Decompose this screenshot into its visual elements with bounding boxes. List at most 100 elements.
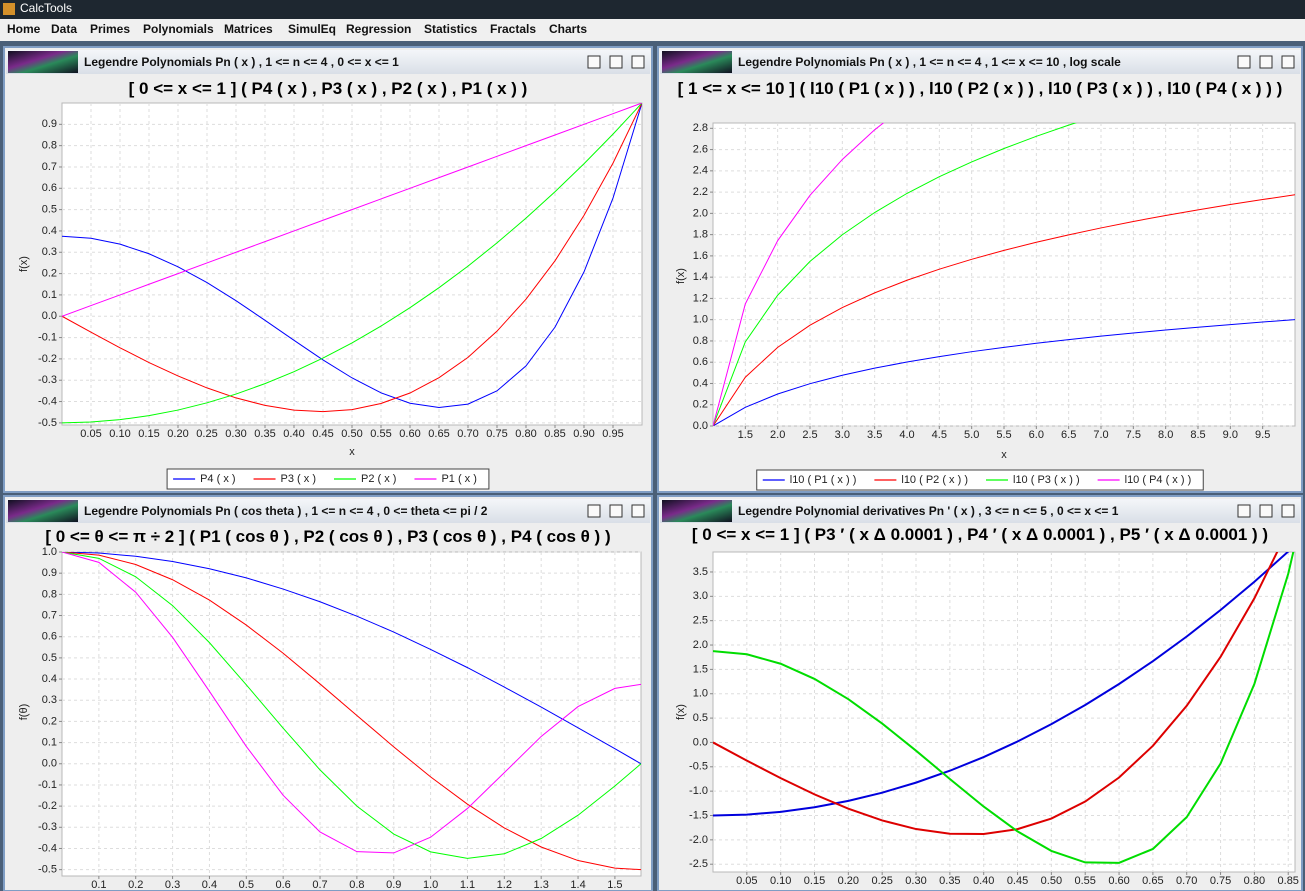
menu-item[interactable]: Polynomials [143,22,214,36]
y-axis-label: f(θ) [18,704,30,721]
menu-item[interactable]: Charts [549,22,587,36]
y-tick-label: -1.5 [689,809,708,821]
y-tick-label: 1.5 [693,663,708,675]
x-tick-label: 4.0 [899,429,914,441]
y-tick-label: 1.2 [693,292,708,304]
x-tick-label: 5.0 [964,429,979,441]
x-tick-label: 0.30 [225,428,246,440]
x-tick-label: 0.75 [1210,875,1231,887]
y-axis-label: f(x) [675,268,687,284]
y-tick-label: -0.2 [38,800,57,812]
maximize-button[interactable] [1259,504,1273,518]
menu-item[interactable]: SimulEq [288,22,336,36]
y-tick-label: 2.4 [693,165,708,177]
series-line [713,123,885,426]
x-tick-label: 9.0 [1223,429,1238,441]
y-tick-label: 0.4 [693,377,708,389]
y-tick-label: 0.2 [42,715,57,727]
menu-item[interactable]: Primes [90,22,130,36]
x-tick-label: 3.0 [835,429,850,441]
x-tick-label: 0.20 [167,428,188,440]
menu-bar [0,19,1305,41]
x-tick-label: 8.0 [1158,429,1173,441]
y-tick-label: 1.0 [693,314,708,326]
x-tick-label: 0.3 [165,879,180,891]
y-tick-label: 0.6 [42,631,57,643]
close-button[interactable] [1281,504,1295,518]
menu-item[interactable]: Regression [346,22,411,36]
y-tick-label: 2.2 [693,186,708,198]
series-line [62,552,641,859]
x-tick-label: 0.45 [312,428,333,440]
minimize-button[interactable] [587,55,601,69]
y-tick-label: 0.4 [42,673,57,685]
legend: P4 ( x ) P3 ( x ) P2 ( x ) P1 ( x ) [166,468,490,490]
y-tick-label: 3.5 [693,566,708,578]
y-tick-label: 1.4 [693,271,708,283]
y-tick-label: -0.5 [689,761,708,773]
x-tick-label: 0.70 [1176,875,1197,887]
series-line [62,103,642,317]
x-tick-label: 0.6 [276,879,291,891]
menu-item[interactable]: Data [51,22,77,36]
x-tick-label: 5.5 [996,429,1011,441]
x-tick-label: 1.1 [460,879,475,891]
frame-thumbnail [662,51,732,73]
y-tick-label: 2.6 [693,143,708,155]
close-button[interactable] [1281,55,1295,69]
minimize-button[interactable] [1237,504,1251,518]
x-tick-label: 0.80 [1244,875,1265,887]
frame-title-bar [6,499,650,523]
menu-item[interactable]: Home [7,22,41,36]
close-button[interactable] [631,504,645,518]
y-tick-label: 0.3 [42,694,57,706]
x-tick-label: 0.2 [128,879,143,891]
y-tick-label: 0.7 [42,161,57,173]
series-line [62,552,641,854]
x-tick-label: 1.0 [423,879,438,891]
chart-title: [ 0 <= x <= 1 ] ( P3 ′ ( x Δ 0.0001 ) , … [691,525,1269,544]
close-button[interactable] [631,55,645,69]
y-tick-label: 0.3 [42,246,57,258]
maximize-button[interactable] [609,504,623,518]
menu-item[interactable]: Matrices [224,22,273,36]
menu-item[interactable]: Fractals [490,22,536,36]
x-tick-label: 0.35 [939,875,960,887]
minimize-button[interactable] [1237,55,1251,69]
legend-box [166,468,490,490]
y-tick-label: 2.8 [693,122,708,134]
y-tick-label: -0.2 [38,353,57,365]
plot-area [61,551,642,877]
x-tick-label: 0.15 [804,875,825,887]
x-tick-label: 0.85 [1278,875,1299,887]
x-tick-label: 2.0 [770,429,785,441]
maximize-button[interactable] [609,55,623,69]
y-axis-label: f(x) [675,704,687,720]
frame-title: Legendre Polynomials Pn ( x ) , 1 <= n <… [738,55,1121,69]
plot-area [712,551,1296,873]
y-tick-label: 0.8 [42,588,57,600]
x-tick-label: 7.0 [1093,429,1108,441]
series-line [62,552,641,871]
x-tick-label: 0.4 [202,879,217,891]
y-tick-label: 1.6 [693,250,708,262]
y-tick-label: 0.2 [693,399,708,411]
frame-title: Legendre Polynomial derivatives Pn ' ( x… [738,504,1119,518]
series-line [62,103,642,413]
minimize-button[interactable] [587,504,601,518]
y-tick-label: 0.5 [42,652,57,664]
x-tick-label: 0.70 [457,428,478,440]
y-axis-label: f(x) [18,256,30,272]
menu-item[interactable]: Statistics [424,22,478,36]
x-tick-label: 0.40 [283,428,304,440]
y-tick-label: 0.8 [693,335,708,347]
legend-label: l10 ( P2 ( x ) ) [901,474,968,486]
y-tick-label: -0.1 [38,331,57,343]
x-tick-label: 0.55 [1074,875,1095,887]
x-tick-label: 0.65 [1142,875,1163,887]
plot-lines [713,123,1295,426]
maximize-button[interactable] [1259,55,1273,69]
x-tick-label: 1.5 [607,879,622,891]
x-tick-label: 8.5 [1190,429,1205,441]
